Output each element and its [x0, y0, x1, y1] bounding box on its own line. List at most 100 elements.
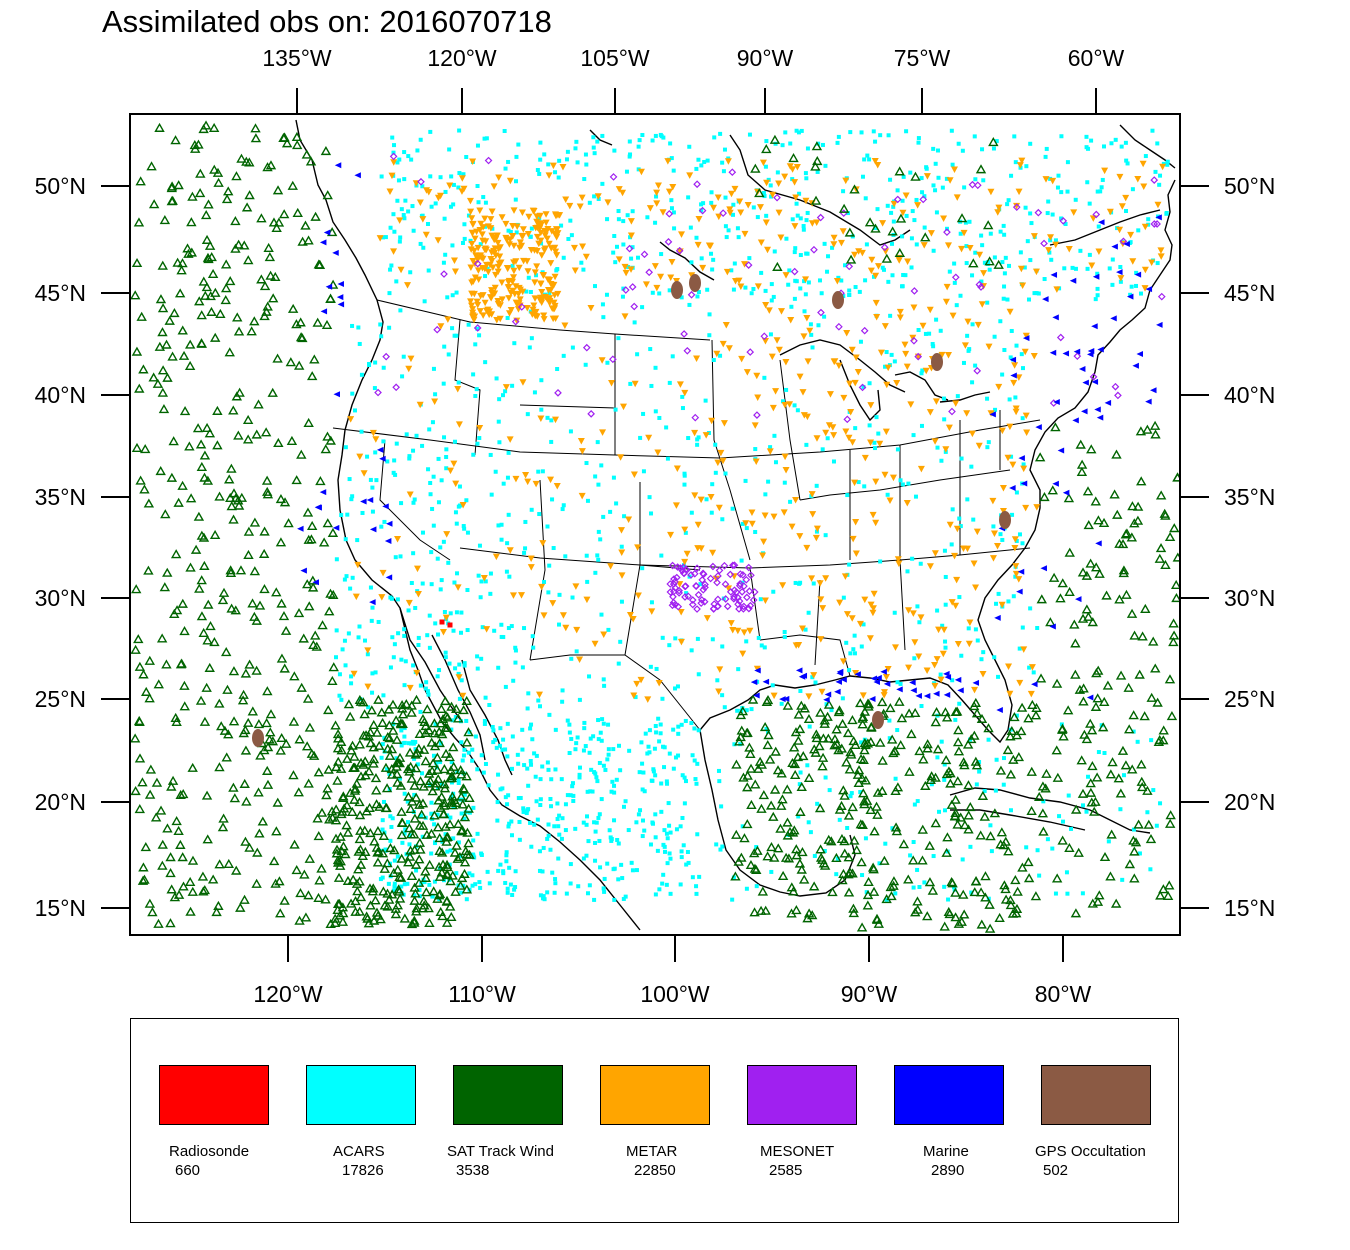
acars-marker [457, 128, 462, 133]
acars-marker [402, 216, 407, 221]
sat-wind-marker [173, 889, 185, 899]
acars-marker [1134, 283, 1139, 288]
acars-marker [465, 530, 470, 535]
mesonet-marker [681, 582, 690, 591]
metar-marker [1012, 563, 1020, 570]
sat-wind-marker [432, 773, 444, 784]
sat-wind-marker [1139, 711, 1150, 721]
sat-wind-marker [1127, 501, 1138, 511]
acars-marker [895, 447, 900, 452]
sat-wind-marker [321, 319, 333, 330]
acars-marker [398, 554, 403, 559]
acars-marker [343, 663, 348, 668]
acars-marker [861, 384, 866, 389]
acars-marker [796, 814, 801, 819]
sat-wind-marker [359, 825, 370, 835]
sat-wind-marker [871, 801, 882, 811]
sat-wind-marker [1090, 496, 1101, 506]
metar-marker [899, 209, 907, 217]
sat-wind-marker [1110, 898, 1122, 908]
acars-marker [769, 282, 774, 287]
sat-wind-marker [918, 754, 929, 764]
sat-wind-marker [389, 845, 400, 855]
sat-wind-marker [408, 829, 420, 839]
acars-marker [581, 856, 586, 861]
sat-wind-marker [217, 822, 229, 832]
acars-marker [428, 174, 433, 179]
acars-marker [370, 485, 375, 490]
acars-marker [695, 437, 700, 442]
metar-marker [919, 322, 927, 330]
legend-count: 2890 [931, 1162, 965, 1179]
acars-marker [993, 407, 998, 412]
metar-marker [882, 428, 890, 436]
sat-wind-marker [329, 917, 341, 928]
mesonet-marker [835, 322, 843, 331]
metar-marker [1139, 160, 1147, 168]
acars-marker [735, 226, 740, 231]
metar-marker [761, 512, 769, 520]
sat-wind-marker [750, 779, 761, 789]
acars-marker [900, 198, 905, 203]
sat-wind-marker [155, 465, 166, 476]
metar-marker [830, 241, 838, 248]
acars-marker [600, 133, 605, 138]
sat-wind-marker [1081, 733, 1093, 744]
marine-marker [994, 614, 1001, 621]
acars-marker [695, 761, 700, 766]
sat-wind-marker [209, 529, 221, 540]
sat-wind-marker [220, 259, 232, 269]
sat-wind-marker [436, 791, 447, 801]
metar-marker [786, 401, 794, 408]
lon-label: 75°W [894, 45, 951, 71]
acars-marker [592, 151, 597, 156]
metar-marker [998, 601, 1006, 609]
metar-marker [847, 409, 855, 416]
acars-marker [1002, 232, 1007, 237]
sat-wind-marker [848, 903, 859, 913]
acars-marker [849, 791, 854, 796]
sat-wind-marker [148, 372, 159, 382]
acars-marker [528, 234, 533, 239]
sat-wind-marker [175, 839, 186, 849]
metar-marker [873, 314, 881, 321]
metar-marker [480, 574, 488, 582]
sat-wind-marker [316, 807, 328, 817]
acars-marker [1062, 266, 1067, 271]
sat-wind-marker [324, 814, 335, 824]
sat-wind-marker [201, 422, 213, 433]
sat-wind-marker [368, 758, 379, 768]
sat-wind-marker [1121, 589, 1132, 599]
sat-wind-marker [249, 316, 260, 326]
acars-marker [705, 287, 710, 292]
sat-wind-marker [303, 778, 314, 788]
acars-marker [451, 836, 456, 841]
acars-marker [388, 225, 393, 230]
sat-wind-marker [177, 325, 188, 335]
metar-marker [1006, 690, 1014, 698]
sat-wind-marker [230, 493, 242, 503]
acars-marker [483, 762, 488, 767]
metar-marker [855, 248, 863, 255]
sat-wind-marker [209, 637, 220, 647]
metar-marker [627, 218, 635, 225]
sat-wind-marker [306, 520, 318, 530]
acars-marker [797, 782, 802, 787]
acars-marker [439, 578, 444, 583]
sat-wind-marker [860, 775, 872, 785]
sat-wind-marker [410, 888, 421, 898]
lat-label: 45°N [1224, 280, 1275, 306]
acars-marker [1164, 210, 1169, 215]
acars-marker [601, 886, 606, 891]
sat-wind-marker [261, 717, 272, 728]
acars-marker [923, 331, 928, 336]
acars-marker [798, 253, 803, 258]
mesonet-marker [1157, 292, 1166, 301]
metar-marker [541, 245, 549, 253]
acars-marker [595, 553, 600, 558]
metar-marker [732, 278, 740, 285]
sat-wind-marker [159, 582, 171, 592]
marine-marker [989, 411, 996, 418]
acars-marker [568, 429, 573, 434]
acars-marker [773, 460, 778, 465]
